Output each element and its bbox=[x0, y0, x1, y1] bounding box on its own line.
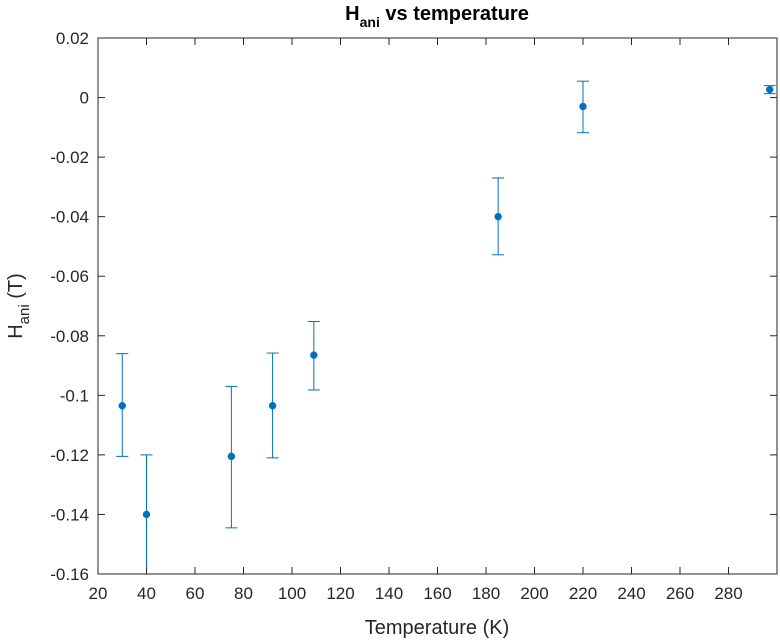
x-tick-label-7: 160 bbox=[423, 584, 451, 603]
x-tick-label-6: 140 bbox=[375, 584, 403, 603]
y-tick-label-6: -0.04 bbox=[50, 208, 89, 227]
x-tick-label-8: 180 bbox=[472, 584, 500, 603]
data-point-1 bbox=[142, 510, 151, 519]
y-tick-label-4: -0.08 bbox=[50, 327, 89, 346]
y-tick-label-0: -0.16 bbox=[50, 565, 89, 584]
chart-title-rest: vs temperature bbox=[380, 3, 529, 25]
x-tick-label-0: 20 bbox=[89, 584, 108, 603]
x-tick-label-3: 80 bbox=[234, 584, 253, 603]
x-tick-label-2: 60 bbox=[186, 584, 205, 603]
x-tick-label-5: 120 bbox=[326, 584, 354, 603]
x-tick-label-9: 200 bbox=[520, 584, 548, 603]
x-tick-label-10: 220 bbox=[569, 584, 597, 603]
x-tick-label-1: 40 bbox=[137, 584, 156, 603]
data-point-2 bbox=[227, 452, 236, 461]
chart-title: Hani vs temperature bbox=[345, 3, 529, 30]
data-point-7 bbox=[766, 85, 774, 94]
y-axis-label: Hani (T) bbox=[5, 273, 33, 339]
y-axis-label-main: H bbox=[5, 324, 27, 338]
y-tick-label-1: -0.14 bbox=[50, 505, 89, 524]
data-point-3 bbox=[268, 402, 277, 410]
y-tick-label-7: -0.02 bbox=[50, 148, 89, 167]
y-tick-label-5: -0.06 bbox=[50, 267, 89, 286]
chart-title-main: H bbox=[345, 3, 359, 25]
axes: 20 40 60 80 100 120 140 160 180 200 220 240 260 280 -0… bbox=[50, 29, 778, 603]
data-point-6 bbox=[579, 102, 587, 111]
x-axis-label: Temperature (K) bbox=[365, 617, 510, 639]
x-tick-label-13: 280 bbox=[714, 584, 742, 603]
x-tick-label-4: 100 bbox=[278, 584, 306, 603]
plot-area bbox=[98, 38, 777, 574]
data-point-4 bbox=[310, 351, 318, 359]
data-marks bbox=[116, 80, 776, 575]
y-tick-label-9: 0.02 bbox=[56, 29, 89, 48]
y-axis-label-rest: (T) bbox=[5, 273, 27, 304]
y-tick-label-3: -0.1 bbox=[60, 386, 89, 405]
y-tick-label-2: -0.12 bbox=[50, 446, 89, 465]
data-point-5 bbox=[494, 212, 502, 221]
y-tick-label-8: 0 bbox=[80, 89, 89, 108]
x-tick-label-11: 240 bbox=[617, 584, 645, 603]
chart-title-subscript: ani bbox=[360, 14, 380, 30]
data-point-0 bbox=[118, 402, 126, 410]
x-tick-label-12: 260 bbox=[666, 584, 694, 603]
y-axis-label-subscript: ani bbox=[16, 304, 33, 324]
